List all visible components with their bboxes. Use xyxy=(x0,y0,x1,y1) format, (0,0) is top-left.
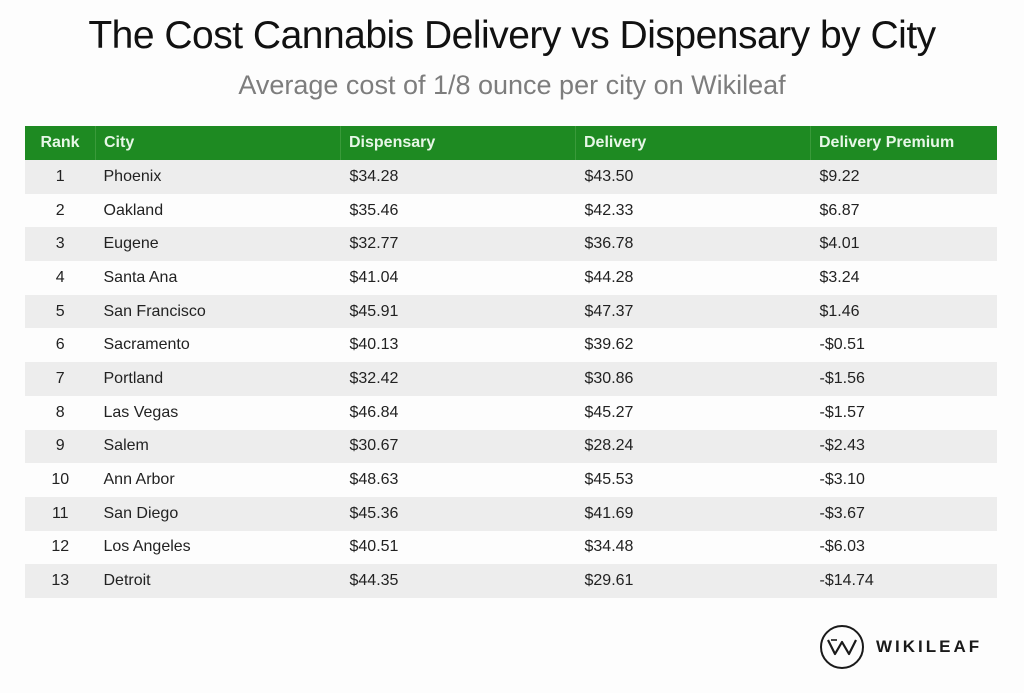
cell-rank: 11 xyxy=(51,504,69,522)
cell-delivery-premium: $4.01 xyxy=(819,235,860,253)
cell-dispensary: $41.04 xyxy=(349,268,399,286)
cell-rank: 5 xyxy=(55,302,65,320)
table-row: 12 Los Angeles $40.51 $34.48 -$6.03 xyxy=(25,530,997,565)
table-row: 9 Salem $30.67 $28.24 -$2.43 xyxy=(25,429,997,464)
cell-rank: 6 xyxy=(55,336,65,354)
cell-rank: 4 xyxy=(55,268,65,286)
cell-delivery-premium: -$1.57 xyxy=(819,403,865,421)
cell-rank: 1 xyxy=(55,167,65,185)
cell-dispensary: $40.13 xyxy=(349,336,399,354)
cell-city: Detroit xyxy=(103,572,151,590)
cell-dispensary: $35.46 xyxy=(349,201,399,219)
column-header-city: City xyxy=(95,126,341,160)
cell-delivery-premium: -$2.43 xyxy=(819,437,865,455)
table-row: 5 San Francisco $45.91 $47.37 $1.46 xyxy=(25,294,997,329)
table-row: 13 Detroit $44.35 $29.61 -$14.74 xyxy=(25,564,997,598)
cell-rank: 10 xyxy=(51,471,70,489)
cell-delivery: $43.50 xyxy=(584,167,634,185)
table-row: 10 Ann Arbor $48.63 $45.53 -$3.10 xyxy=(25,463,997,497)
table-row: 2 Oakland $35.46 $42.33 $6.87 xyxy=(25,193,997,228)
cell-city: Ann Arbor xyxy=(103,471,175,489)
cell-delivery: $45.53 xyxy=(584,471,634,489)
cell-city: Oakland xyxy=(103,201,164,219)
cell-dispensary: $30.67 xyxy=(349,437,399,455)
column-header-dispensary: Dispensary xyxy=(340,126,576,160)
cell-dispensary: $32.77 xyxy=(349,235,399,253)
cell-delivery: $34.48 xyxy=(584,538,634,556)
cell-delivery: $45.27 xyxy=(584,403,634,421)
table-row: 8 Las Vegas $46.84 $45.27 -$1.57 xyxy=(25,395,997,430)
cell-delivery: $42.33 xyxy=(584,201,634,219)
cell-dispensary: $34.28 xyxy=(349,167,399,185)
cell-rank: 9 xyxy=(55,437,65,455)
table-body: 1 Phoenix $34.28 $43.50 $9.22 2 Oakland $35.46 $… xyxy=(25,160,997,598)
wikileaf-logo: WIKILEAF xyxy=(820,625,982,669)
cell-dispensary: $45.91 xyxy=(349,302,399,320)
cell-city: San Diego xyxy=(103,504,179,522)
cell-delivery-premium: $9.22 xyxy=(819,167,860,185)
cell-delivery: $44.28 xyxy=(584,268,634,286)
cell-delivery: $28.24 xyxy=(584,437,634,455)
cell-delivery-premium: -$14.74 xyxy=(819,572,874,590)
cell-rank: 12 xyxy=(51,538,70,556)
cell-city: Portland xyxy=(103,369,164,387)
table-header-row: Rank City Dispensary Delivery Delivery P… xyxy=(25,126,997,160)
cell-delivery: $39.62 xyxy=(584,336,634,354)
cell-city: Sacramento xyxy=(103,336,190,354)
cell-city: San Francisco xyxy=(103,302,206,320)
cell-city: Santa Ana xyxy=(103,268,178,286)
cell-dispensary: $32.42 xyxy=(349,369,399,387)
column-header-rank: Rank xyxy=(40,134,80,151)
cell-rank: 8 xyxy=(55,403,65,421)
table-row: 4 Santa Ana $41.04 $44.28 $3.24 xyxy=(25,261,997,295)
cell-dispensary: $45.36 xyxy=(349,504,399,522)
column-header-delivery: Delivery xyxy=(575,126,811,160)
table-row: 6 Sacramento $40.13 $39.62 -$0.51 xyxy=(25,328,997,363)
cell-delivery-premium: -$3.10 xyxy=(819,471,865,489)
cell-delivery-premium: $6.87 xyxy=(819,201,860,219)
page-subtitle: Average cost of 1/8 ounce per city on Wi… xyxy=(238,70,786,100)
cell-city: Salem xyxy=(103,437,149,455)
cell-dispensary: $44.35 xyxy=(349,572,399,590)
cell-dispensary: $46.84 xyxy=(349,403,399,421)
table-row: 1 Phoenix $34.28 $43.50 $9.22 xyxy=(25,160,997,194)
cell-delivery: $29.61 xyxy=(584,572,634,590)
cell-rank: 7 xyxy=(55,369,65,387)
page-title: The Cost Cannabis Delivery vs Dispensary… xyxy=(88,14,936,57)
cost-table: Rank City Dispensary Delivery Delivery P… xyxy=(25,126,997,598)
table-row: 3 Eugene $32.77 $36.78 $4.01 xyxy=(25,227,997,262)
table-row: 7 Portland $32.42 $30.86 -$1.56 xyxy=(25,362,997,396)
cell-delivery-premium: -$3.67 xyxy=(819,504,865,522)
cell-dispensary: $48.63 xyxy=(349,471,399,489)
cell-city: Phoenix xyxy=(103,167,162,185)
cell-delivery-premium: -$0.51 xyxy=(819,336,865,354)
cell-delivery-premium: -$1.56 xyxy=(819,369,865,387)
cell-dispensary: $40.51 xyxy=(349,538,399,556)
brand-name: WIKILEAF xyxy=(876,637,983,656)
wikileaf-w-logo-icon xyxy=(820,625,864,669)
cell-delivery: $36.78 xyxy=(584,235,634,253)
cell-city: Eugene xyxy=(103,235,159,253)
cell-delivery-premium: -$6.03 xyxy=(819,538,865,556)
cell-city: Las Vegas xyxy=(103,403,179,421)
cell-rank: 3 xyxy=(55,235,65,253)
table-row: 11 San Diego $45.36 $41.69 -$3.67 xyxy=(25,496,997,531)
column-header-delivery-premium: Delivery Premium xyxy=(810,126,997,160)
cell-delivery: $30.86 xyxy=(584,369,634,387)
cell-delivery: $41.69 xyxy=(584,504,634,522)
cell-delivery: $47.37 xyxy=(584,302,634,320)
cell-rank: 13 xyxy=(51,572,70,590)
cell-rank: 2 xyxy=(55,201,65,219)
cell-delivery-premium: $3.24 xyxy=(819,268,860,286)
cell-delivery-premium: $1.46 xyxy=(819,302,860,320)
cell-city: Los Angeles xyxy=(103,538,191,556)
